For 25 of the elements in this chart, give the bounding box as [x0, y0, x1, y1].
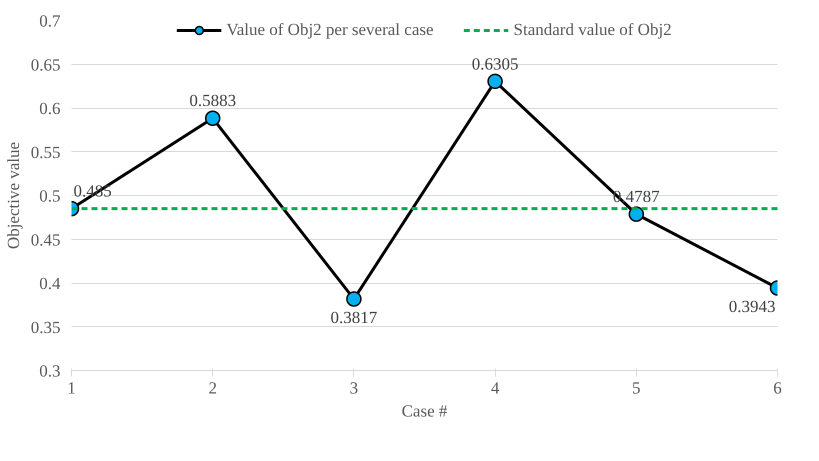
- data-label: 0.5883: [189, 91, 236, 110]
- point: [346, 291, 362, 307]
- y-tick-label: 0.55: [30, 142, 60, 162]
- y-tick-label: 0.5: [39, 186, 60, 206]
- x-tick-label: 1: [67, 378, 76, 398]
- x-tick-label: 2: [208, 378, 217, 398]
- x-tick-label: 3: [350, 378, 358, 398]
- x-axis-title: Case #: [402, 402, 448, 420]
- data-label: 0.3817: [330, 308, 378, 328]
- data-label: 0.3943: [728, 296, 776, 316]
- y-tick-label: 0.65: [30, 55, 60, 74]
- y-tick-label: 0.45: [30, 230, 60, 250]
- y-tick-label: 0.7: [39, 12, 61, 30]
- y-tick-label: 0.3: [39, 362, 60, 380]
- data-label: 0.6305: [472, 54, 518, 74]
- legend-label: Standard value of Obj2: [514, 20, 672, 40]
- x-tick-label: 5: [632, 378, 641, 398]
- x-tick-label: 6: [773, 378, 782, 398]
- y-axis-title: Objective value: [4, 142, 23, 250]
- legend-label: Value of Obj2 per several case: [226, 20, 434, 40]
- y-tick-label: 0.6: [39, 99, 60, 118]
- y-tick-label: 0.35: [30, 318, 60, 337]
- point: [487, 74, 503, 90]
- y-tick-label: 0.4: [39, 274, 61, 293]
- x-tick-label: 4: [490, 378, 500, 398]
